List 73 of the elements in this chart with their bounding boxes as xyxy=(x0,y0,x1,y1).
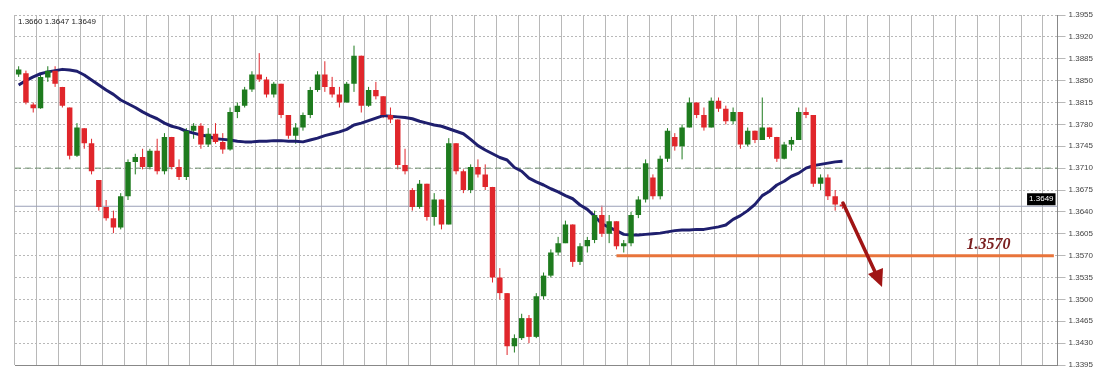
candlestick xyxy=(110,210,117,234)
ref-line-label: 1.3649 xyxy=(1029,194,1055,204)
candlestick xyxy=(416,179,423,210)
candlestick xyxy=(832,189,838,212)
candlestick xyxy=(467,163,474,194)
y-tick-label: 1.3885 xyxy=(1068,53,1094,63)
candlestick xyxy=(256,52,262,83)
annotation: 1.3660 1.3647 1.3649 xyxy=(18,17,97,27)
candlestick xyxy=(241,86,248,108)
candlestick xyxy=(555,236,561,257)
annotation: 1.3570 xyxy=(966,234,1011,252)
y-tick-label: 1.3465 xyxy=(1068,316,1094,326)
candlestick xyxy=(263,76,270,98)
candlestick xyxy=(650,173,656,200)
y-tick-label: 1.3535 xyxy=(1068,272,1094,282)
y-tick-label: 1.3710 xyxy=(1068,163,1094,173)
candlestick xyxy=(679,123,685,160)
candlestick xyxy=(336,86,343,108)
candlestick xyxy=(52,65,58,88)
candlestick xyxy=(329,76,335,98)
y-tick-label: 1.3955 xyxy=(1068,10,1094,20)
candlestick xyxy=(577,242,583,266)
candlestick xyxy=(475,158,481,178)
candlestick xyxy=(314,70,321,93)
candlestick xyxy=(402,148,408,175)
y-tick-label: 1.3605 xyxy=(1068,228,1094,238)
candlestick xyxy=(548,248,554,278)
y-tick-label: 1.3500 xyxy=(1068,294,1094,304)
candlestick xyxy=(511,333,518,353)
candlestick xyxy=(518,313,525,341)
candlestick xyxy=(635,195,642,219)
candlestick xyxy=(249,70,255,93)
candlestick xyxy=(139,148,146,170)
y-tick-label: 1.3780 xyxy=(1068,119,1094,129)
candlestick xyxy=(460,168,467,194)
candlestick xyxy=(285,114,292,140)
candlestick xyxy=(300,112,306,132)
candlestick xyxy=(803,107,809,119)
candlestick xyxy=(198,122,204,150)
candlestick xyxy=(205,127,211,148)
candlestick xyxy=(365,86,372,108)
candlestick xyxy=(292,122,299,145)
candlestick xyxy=(220,132,226,155)
candlestick xyxy=(103,199,109,222)
candlestick xyxy=(132,153,139,175)
candlestick xyxy=(154,138,160,175)
candlestick xyxy=(482,163,488,191)
y-tick-label: 1.3395 xyxy=(1068,360,1094,370)
y-tick-label: 1.3745 xyxy=(1068,141,1094,151)
candlestick xyxy=(606,214,612,244)
candlestick xyxy=(774,136,780,163)
candlestick xyxy=(526,314,532,344)
candlestick xyxy=(825,173,831,201)
candlestick xyxy=(409,187,416,212)
candlestick xyxy=(212,122,219,145)
candlestick xyxy=(431,192,437,227)
candlestick xyxy=(373,81,379,100)
y-tick-label: 1.3430 xyxy=(1068,338,1094,348)
candlestick xyxy=(343,81,350,103)
candlestick xyxy=(723,105,729,125)
candlestick xyxy=(176,158,182,181)
candlestick xyxy=(497,267,503,300)
candlestick xyxy=(380,95,386,119)
candlestick xyxy=(322,60,328,93)
y-tick-label: 1.3850 xyxy=(1068,75,1094,85)
y-tick-label: 1.3570 xyxy=(1068,250,1094,260)
y-tick-label: 1.3640 xyxy=(1068,207,1094,217)
y-tick-label: 1.3815 xyxy=(1068,97,1094,107)
candlestick xyxy=(81,127,87,150)
y-tick-label: 1.3920 xyxy=(1068,32,1094,42)
y-tick-label: 1.3675 xyxy=(1068,185,1094,195)
candlestick xyxy=(599,205,605,238)
candlestick xyxy=(701,107,707,132)
